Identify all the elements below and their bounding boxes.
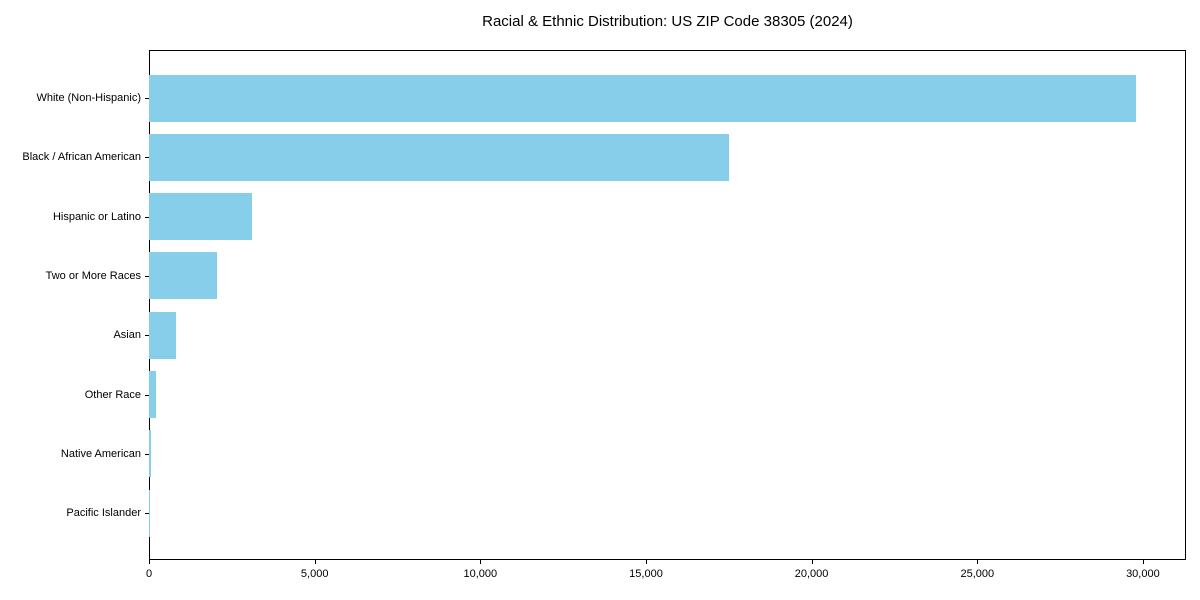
y-axis-label: Hispanic or Latino	[52, 210, 141, 223]
y-axis-tick	[145, 216, 149, 218]
y-axis-label: Asian	[113, 329, 141, 342]
x-axis-tick-label: 15,000	[629, 568, 663, 580]
x-axis-tick	[314, 560, 316, 564]
x-axis-tick-label: 0	[145, 568, 153, 580]
y-axis-label: Pacific Islander	[66, 507, 141, 520]
y-axis-tick	[145, 335, 149, 337]
y-axis-tick	[145, 275, 149, 277]
chart-title: Racial & Ethnic Distribution: US ZIP Cod…	[482, 13, 853, 30]
x-axis-tick	[811, 560, 813, 564]
y-axis-label: Black / African American	[22, 151, 141, 164]
x-axis-tick	[977, 560, 979, 564]
x-axis-tick	[1142, 560, 1144, 564]
y-axis-label: Native American	[60, 447, 141, 460]
y-axis-tick	[145, 453, 149, 455]
bar	[149, 74, 1137, 122]
bar	[149, 133, 729, 181]
x-axis-tick	[646, 560, 647, 564]
bar	[149, 193, 252, 241]
x-axis-tick-label: 30,000	[1126, 568, 1160, 580]
bar	[149, 252, 217, 300]
y-axis-label: Two or More Races	[45, 269, 141, 282]
x-axis-tick	[149, 560, 150, 564]
x-axis-tick-label: 25,000	[960, 568, 995, 580]
x-axis-tick-label: 10,000	[463, 568, 498, 580]
bar	[149, 489, 150, 537]
bar	[149, 430, 151, 478]
x-axis-tick-label: 20,000	[794, 568, 829, 580]
y-axis-label: Other Race	[84, 388, 141, 401]
plot-area	[149, 50, 1186, 560]
x-axis-tick	[480, 560, 482, 564]
y-axis-tick	[145, 394, 149, 396]
y-axis-tick	[145, 98, 149, 99]
bar	[149, 311, 176, 359]
y-axis-tick	[145, 157, 149, 159]
y-axis-label: White (Non-Hispanic)	[36, 92, 141, 104]
bar	[149, 371, 156, 418]
x-axis-tick-label: 5,000	[300, 568, 329, 580]
y-axis-tick	[145, 513, 149, 515]
